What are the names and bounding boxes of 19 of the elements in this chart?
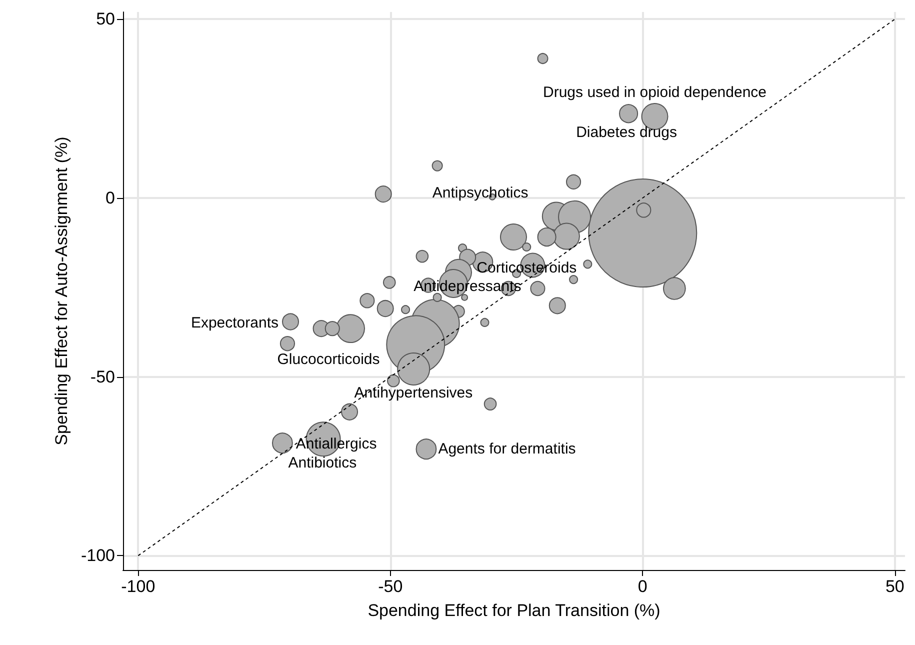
annotation: Antipsychotics [432, 184, 528, 202]
x-tick-label: 0 [638, 577, 648, 596]
y-tick-label: 0 [106, 188, 115, 208]
y-tick-label: 50 [96, 10, 115, 29]
y-tick-label: -100 [80, 546, 115, 566]
annotation: Agents for dermatitis [438, 440, 576, 458]
x-axis-title: Spending Effect for Plan Transition (%) [368, 601, 660, 620]
annotation: Antibiotics [288, 454, 357, 472]
annotation: Glucocorticoids [277, 351, 380, 368]
x-tick-label: 50 [885, 577, 904, 596]
annotation: Diabetes drugs [576, 124, 677, 142]
annotation: Expectorants [190, 314, 278, 332]
annotation: Drugs used in opioid dependence [543, 84, 767, 101]
annotation: Antidepressants [414, 278, 522, 295]
y-tick-label: -50 [90, 367, 115, 386]
x-tick-label: -100 [121, 577, 156, 596]
y-axis-title: Spending Effect for Auto-Assignment (%) [52, 136, 72, 446]
annotation: Antihypertensives [354, 384, 473, 402]
x-tick-label: -50 [378, 577, 403, 596]
